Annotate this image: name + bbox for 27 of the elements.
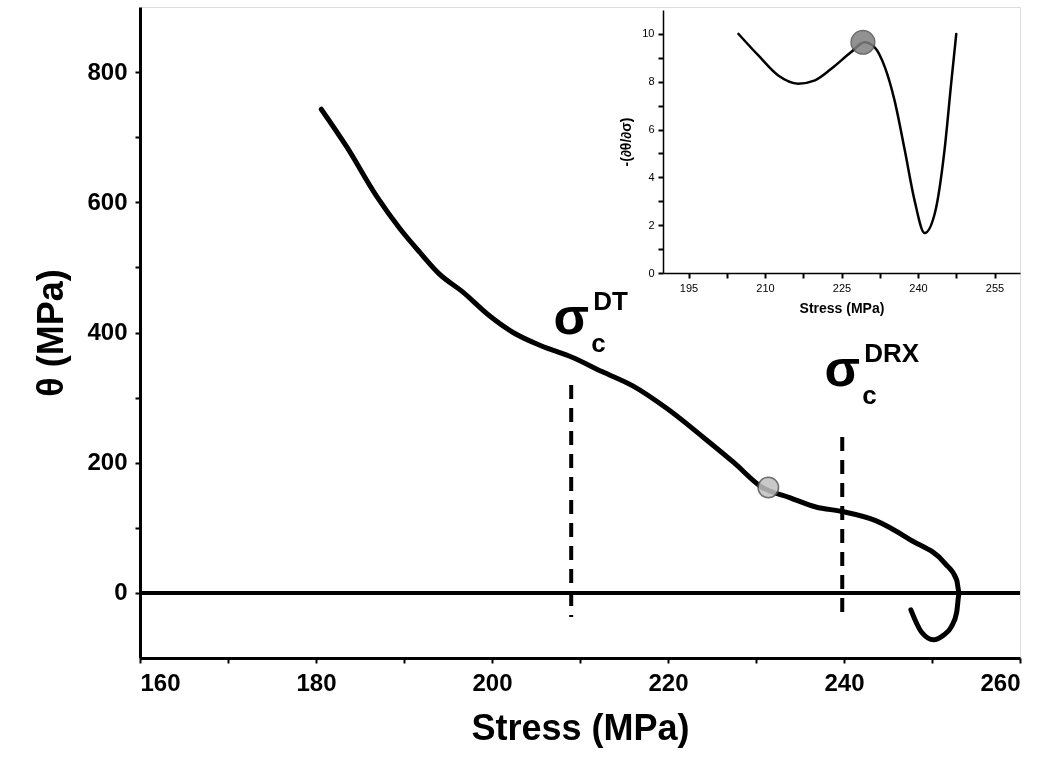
y-tick-label: 0 [648,266,655,279]
y-axis-title: -(∂θ/∂σ) [618,117,635,167]
x-tick-label: 200 [472,668,513,696]
x-tick-label: 160 [140,668,181,696]
y-tick-label: 0 [114,578,128,606]
line-series [737,32,958,235]
x-axis-title: Stress (MPa) [471,706,690,748]
y-tick-label: 600 [87,187,128,215]
x-tick-label: 255 [985,281,1005,294]
x-tick-label: 240 [824,668,865,696]
y-axis-title: θ (MPa) [30,269,72,397]
y-tick-label: 6 [648,123,655,136]
x-tick-label: 195 [679,281,699,294]
y-tick-label: 10 [642,27,655,40]
x-tick-label: 210 [756,281,775,294]
y-tick-label: 4 [648,170,655,183]
x-tick-label: 180 [296,668,337,696]
x-tick-label: 260 [980,668,1021,696]
y-tick-label: 2 [648,218,655,231]
x-tick-label: 220 [648,668,689,696]
y-tick-label: 200 [87,448,128,476]
x-tick-label: 225 [832,281,852,294]
x-tick-label: 240 [909,281,928,294]
x-axis-title: Stress (MPa) [799,299,885,316]
y-tick-label: 400 [87,318,128,345]
y-tick-label: 8 [648,75,655,88]
y-tick-label: 800 [87,57,128,85]
